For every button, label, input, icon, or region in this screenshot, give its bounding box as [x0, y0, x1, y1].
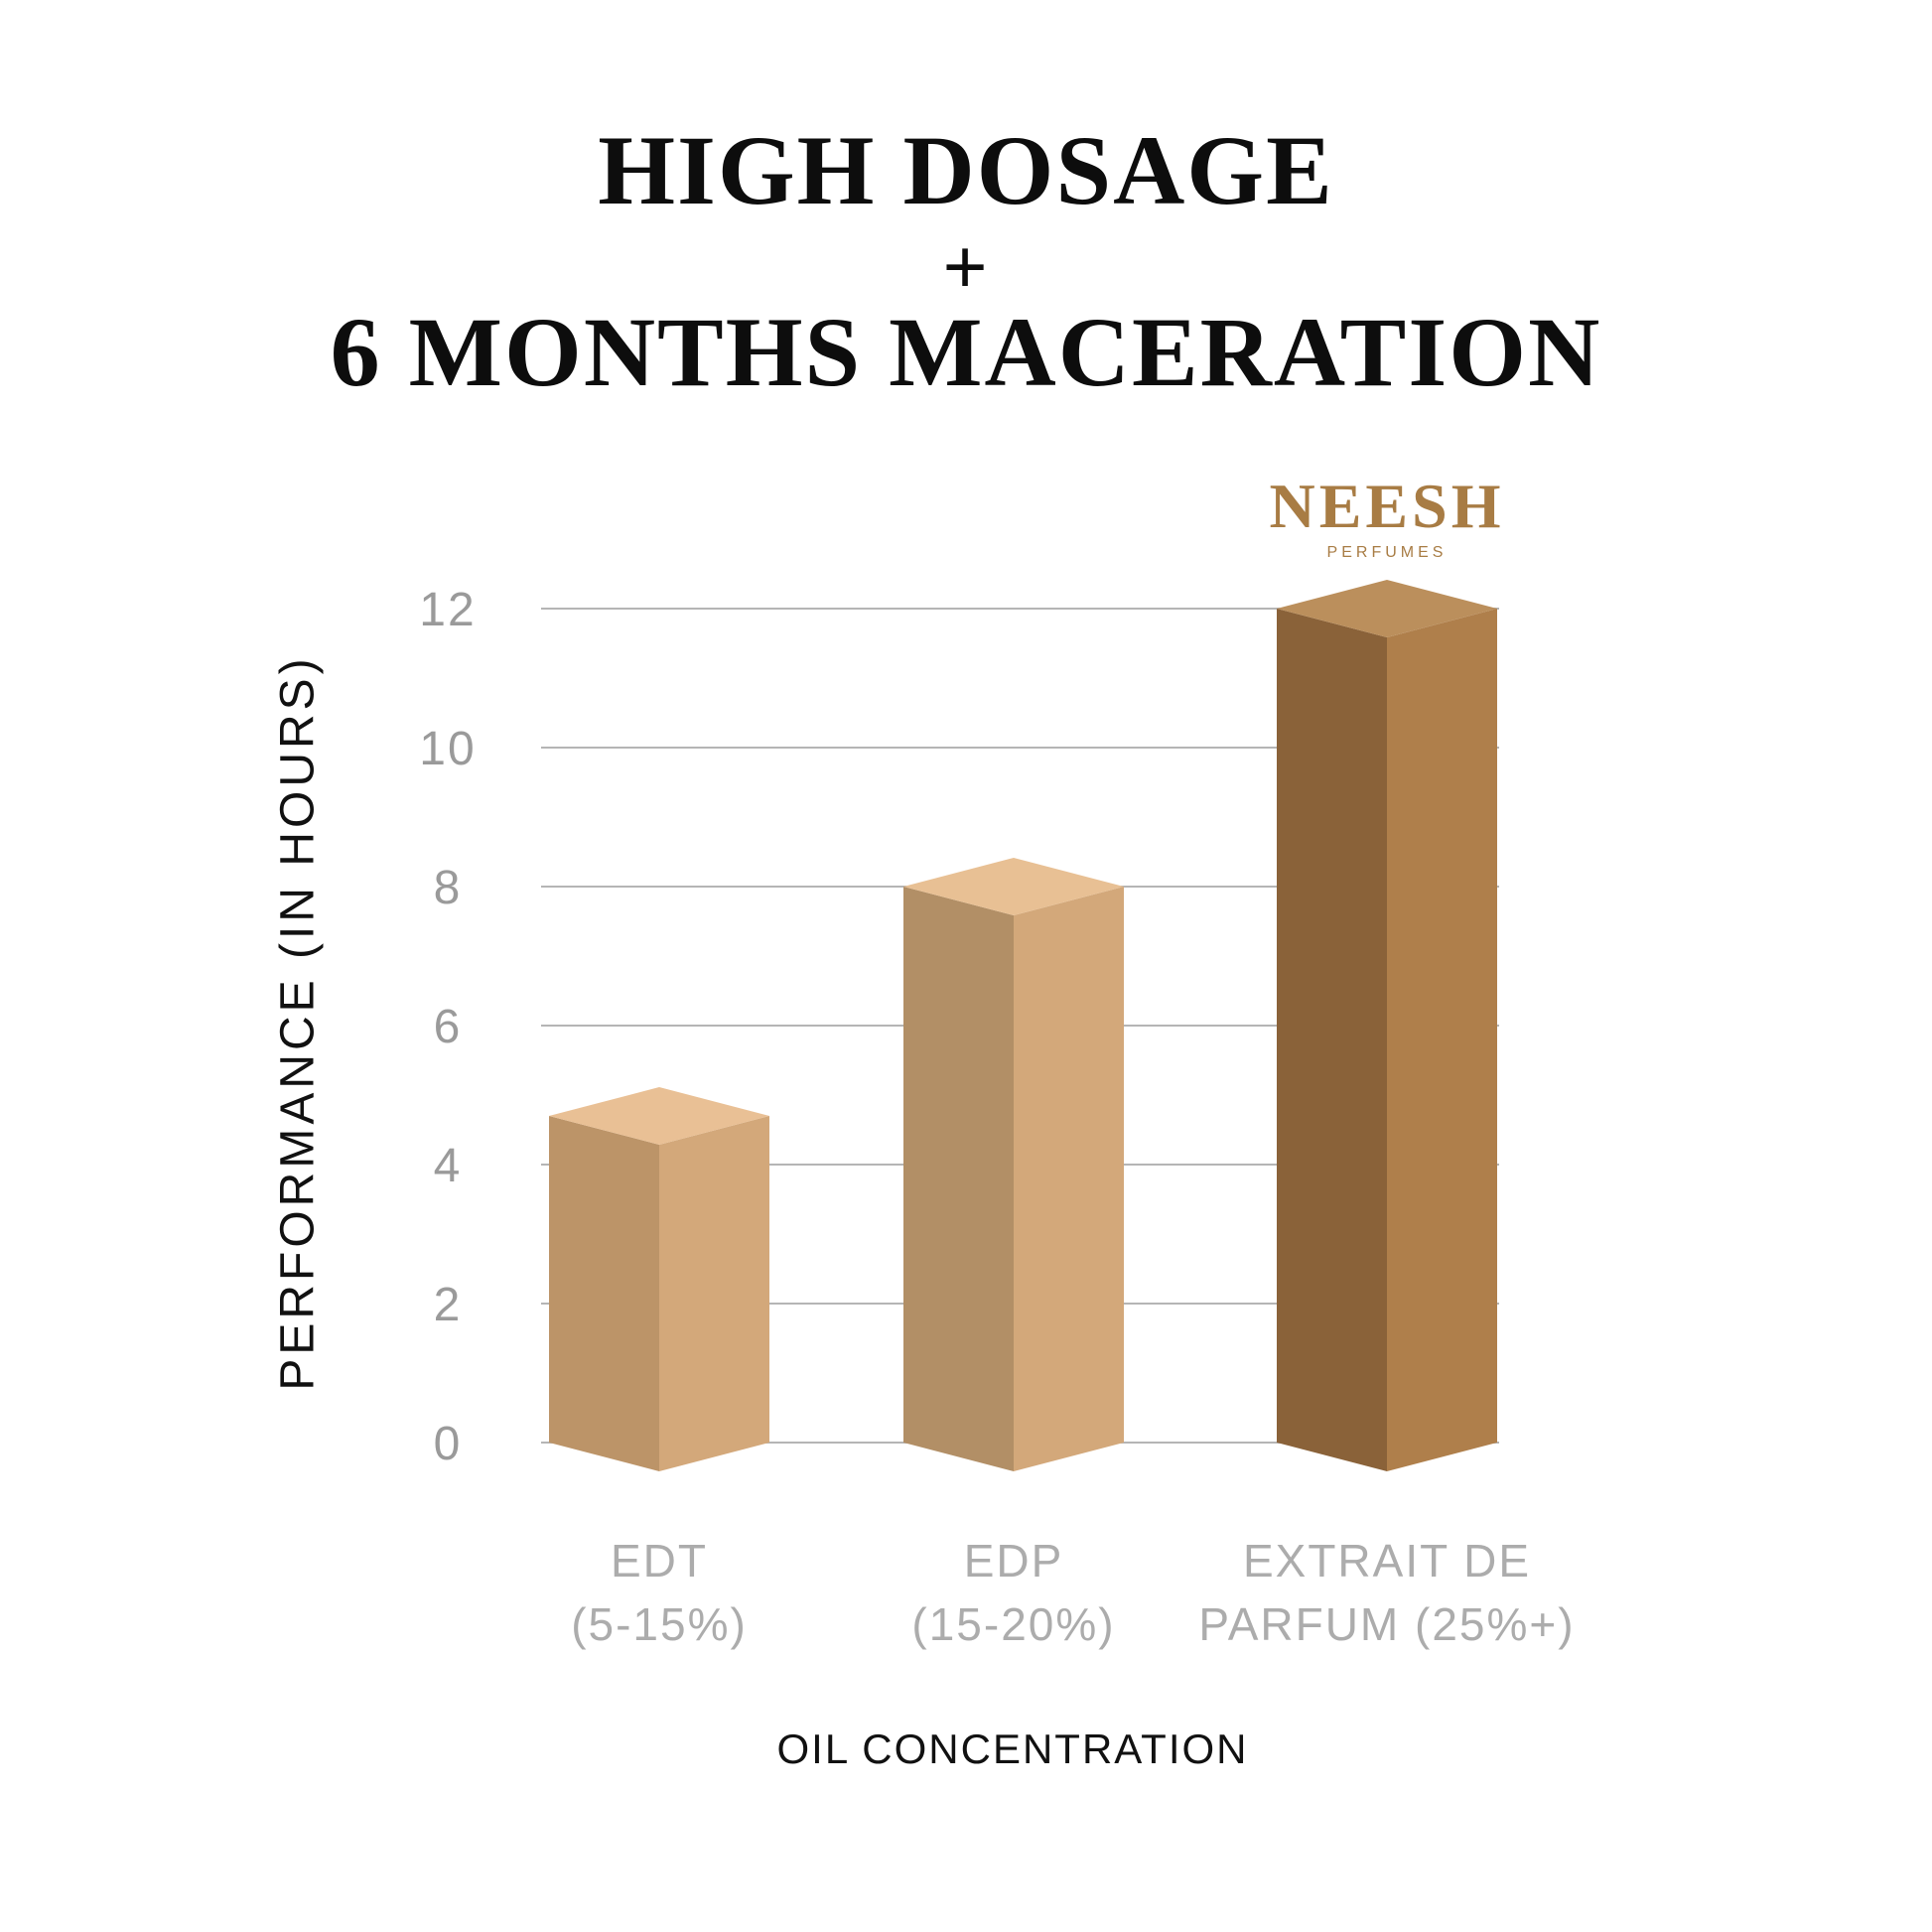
category-label-line1: EXTRAIT DE	[1243, 1535, 1531, 1587]
bar-edt	[549, 1087, 769, 1471]
bar-right-face	[1387, 609, 1497, 1471]
bar-edp	[903, 858, 1124, 1471]
bar-left-face	[549, 1116, 659, 1471]
category-label-line2: PARFUM (25%+)	[1198, 1598, 1575, 1650]
plus-separator: +	[942, 224, 990, 312]
bar-left-face	[903, 887, 1014, 1471]
brand-name: NEESH	[1269, 471, 1505, 541]
y-tick-label-8: 8	[434, 862, 463, 914]
bar-top-face	[549, 1087, 769, 1145]
brand-logo: NEESH PERFUMES	[1238, 475, 1536, 562]
brand-subtitle: PERFUMES	[1326, 544, 1448, 561]
page-title-line2: 6 MONTHS MACERATION	[330, 297, 1602, 407]
y-tick-label-6: 6	[434, 1001, 463, 1053]
bar-right-face	[659, 1116, 769, 1471]
category-label-line2: (15-20%)	[911, 1598, 1115, 1650]
y-tick-label-0: 0	[434, 1418, 463, 1470]
bar-top-face	[1277, 580, 1497, 637]
bar-extrait-de	[1277, 580, 1497, 1471]
page-title-line1: HIGH DOSAGE	[598, 115, 1334, 225]
bar-left-face	[1277, 609, 1387, 1471]
category-label-line1: EDT	[611, 1535, 708, 1587]
category-label-line2: (5-15%)	[571, 1598, 748, 1650]
y-tick-label-4: 4	[434, 1140, 463, 1192]
category-label-line1: EDP	[964, 1535, 1064, 1587]
y-tick-label-12: 12	[419, 584, 476, 636]
y-tick-label-2: 2	[434, 1279, 463, 1331]
bar-top-face	[903, 858, 1124, 915]
x-axis-title: OIL CONCENTRATION	[776, 1725, 1249, 1772]
y-tick-label-10: 10	[419, 723, 476, 775]
bar-right-face	[1014, 887, 1124, 1471]
